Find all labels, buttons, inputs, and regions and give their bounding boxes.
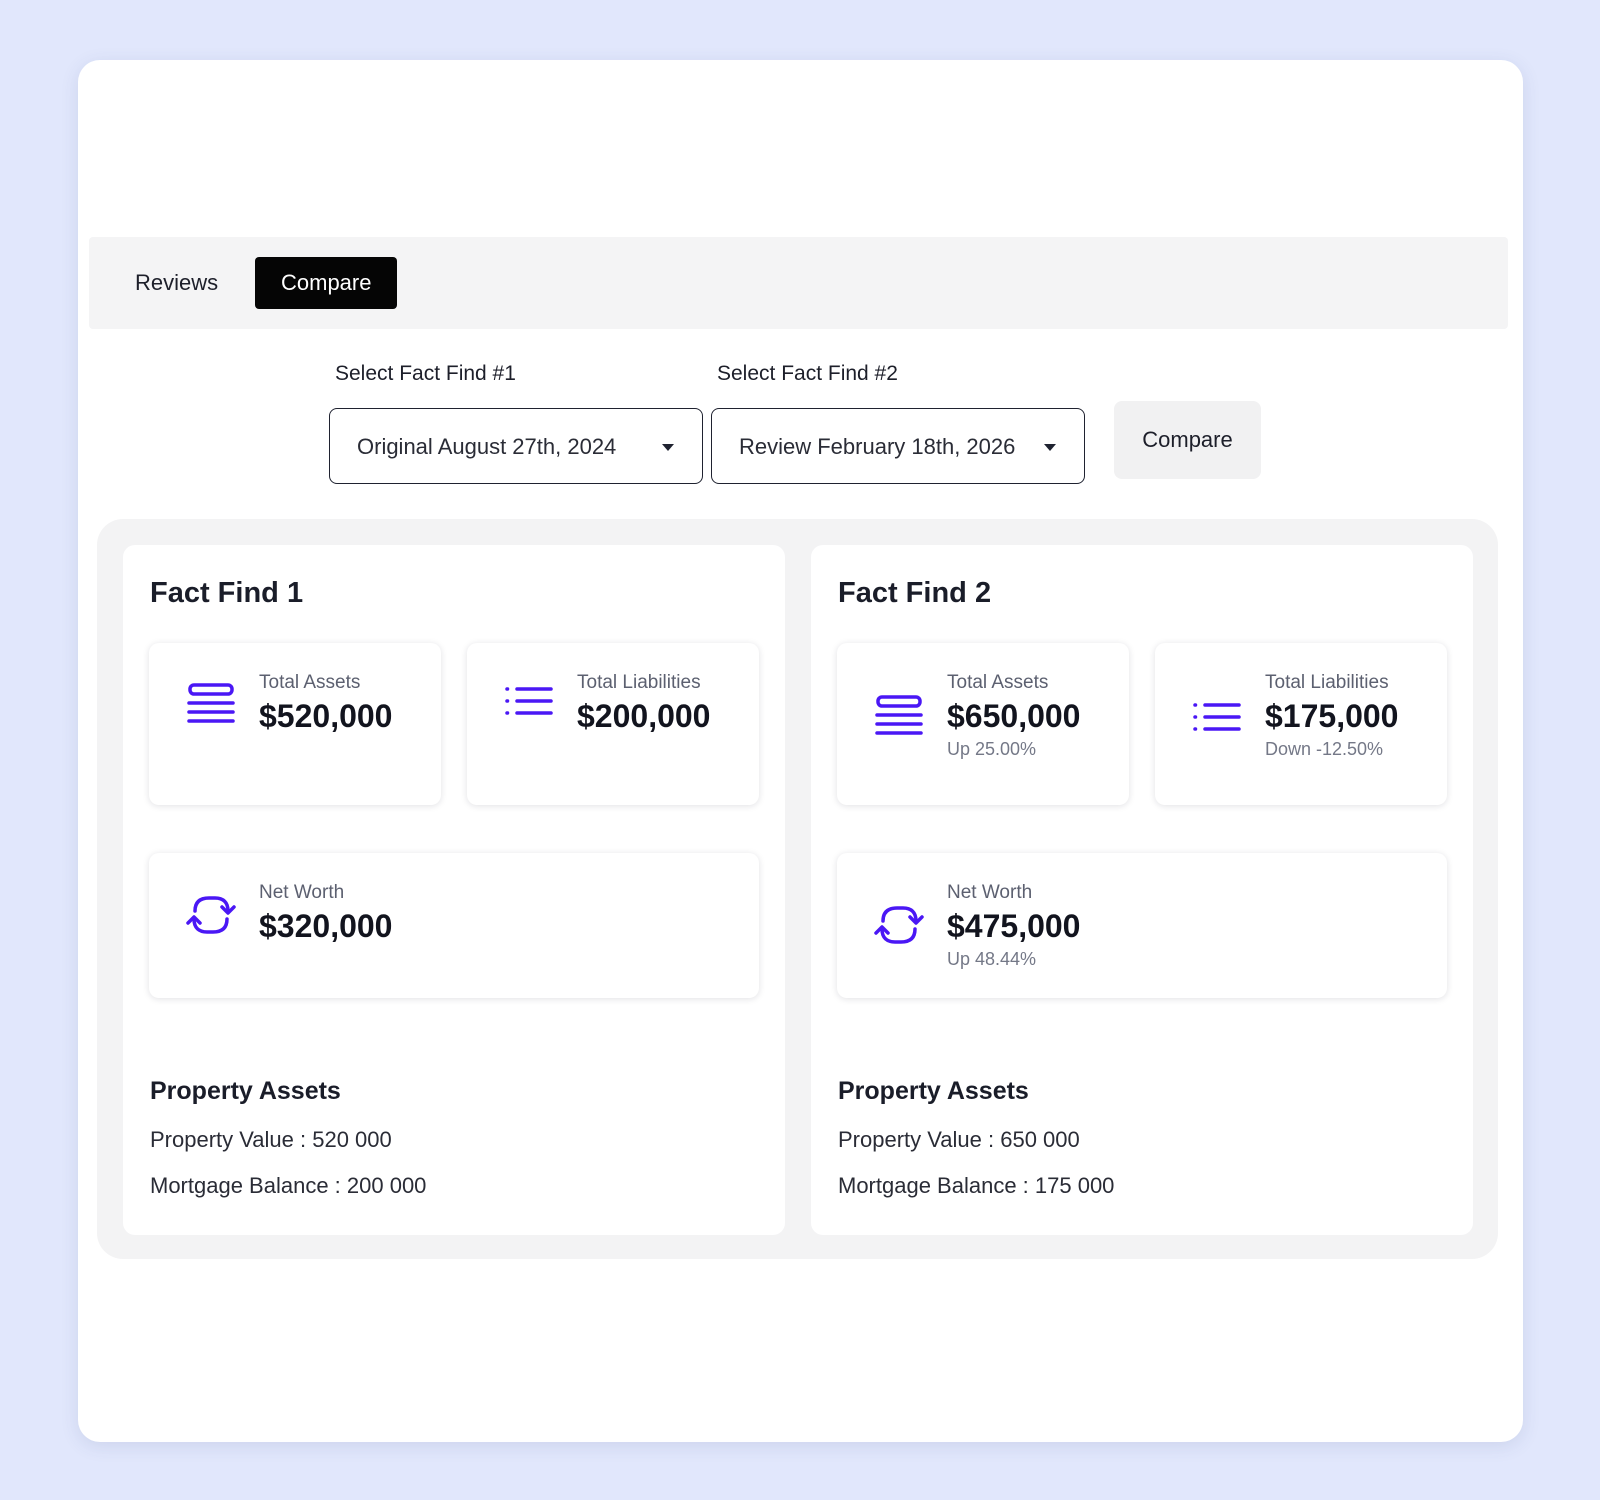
total-assets-card: Total Assets $520,000 [149, 643, 441, 805]
stat-label: Total Liabilities [577, 672, 701, 693]
stat-value: $175,000 [1265, 698, 1399, 734]
mortgage-balance-line: Mortgage Balance : 175 000 [838, 1173, 1115, 1198]
total-liabilities-card: Total Liabilities $200,000 [467, 643, 759, 805]
stat-value: $475,000 [947, 908, 1081, 944]
fact-find-2-panel: Fact Find 2 Total Assets $650,000 Up 25.… [811, 545, 1473, 1235]
panel-title: Fact Find 1 [150, 577, 304, 609]
fact-find-1-select[interactable]: Original August 27th, 2024 [329, 408, 703, 484]
fact-find-1-panel: Fact Find 1 Total Assets $520,000 [123, 545, 785, 1235]
stat-change: Up 25.00% [947, 739, 1037, 759]
fact-find-2-select[interactable]: Review February 18th, 2026 [711, 408, 1085, 484]
stat-value: $520,000 [259, 698, 393, 734]
refresh-icon [186, 896, 236, 934]
tab-compare[interactable]: Compare [255, 257, 398, 309]
stat-value: $200,000 [577, 698, 711, 734]
comparison-container: Fact Find 1 Total Assets $520,000 [97, 519, 1498, 1259]
total-assets-card: Total Assets $650,000 Up 25.00% [837, 643, 1129, 805]
panel-title: Fact Find 2 [838, 577, 992, 609]
property-assets-heading: Property Assets [838, 1077, 1029, 1105]
compare-button[interactable]: Compare [1114, 401, 1261, 479]
net-worth-card: Net Worth $320,000 [149, 853, 759, 998]
tab-reviews[interactable]: Reviews [135, 270, 219, 295]
stat-label: Total Liabilities [1265, 672, 1389, 693]
refresh-icon [874, 906, 924, 944]
stat-change: Up 48.44% [947, 949, 1037, 969]
stat-value: $650,000 [947, 698, 1081, 734]
stacked-lines-icon [875, 695, 923, 735]
fact-find-2-label: Select Fact Find #2 [717, 362, 898, 385]
stat-label: Total Assets [947, 672, 1049, 693]
fact-find-1-selected-value: Original August 27th, 2024 [357, 434, 617, 459]
app-window: Reviews Compare Select Fact Find #1 Orig… [78, 60, 1523, 1442]
property-value-line: Property Value : 650 000 [838, 1127, 1080, 1152]
mortgage-balance-line: Mortgage Balance : 200 000 [150, 1173, 427, 1198]
chevron-down-icon [1044, 444, 1056, 451]
property-value-line: Property Value : 520 000 [150, 1127, 392, 1152]
fact-find-1-label: Select Fact Find #1 [335, 362, 516, 385]
stat-change: Down -12.50% [1265, 739, 1384, 759]
stat-label: Total Assets [259, 672, 361, 693]
stat-value: $320,000 [259, 908, 393, 944]
net-worth-card: Net Worth $475,000 Up 48.44% [837, 853, 1447, 998]
fact-find-2-selected-value: Review February 18th, 2026 [739, 434, 1016, 459]
stacked-lines-icon [187, 683, 235, 723]
total-liabilities-card: Total Liabilities $175,000 Down -12.50% [1155, 643, 1447, 805]
stat-label: Net Worth [259, 882, 345, 903]
stat-label: Net Worth [947, 882, 1033, 903]
chevron-down-icon [662, 444, 674, 451]
tab-bar: Reviews Compare [89, 237, 1508, 329]
list-icon [1193, 703, 1241, 731]
property-assets-heading: Property Assets [150, 1077, 341, 1105]
list-icon [505, 687, 553, 715]
